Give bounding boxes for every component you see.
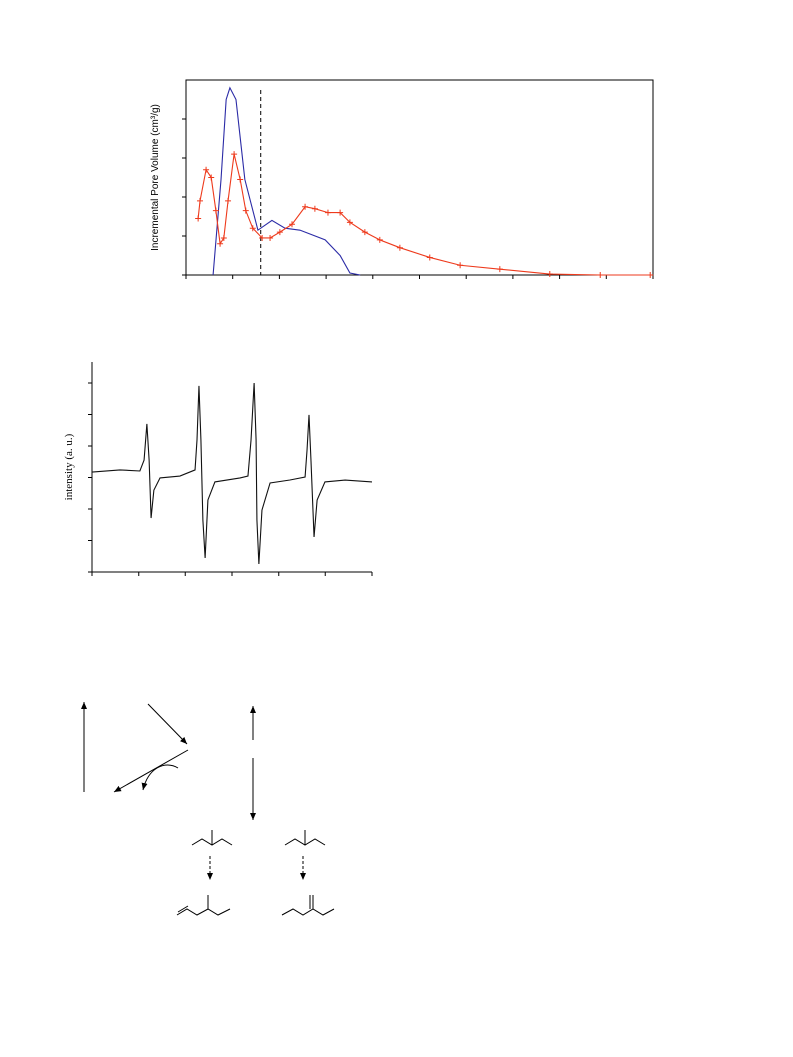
point-marker	[457, 262, 464, 269]
chart: intensity (a. u.)	[63, 362, 373, 576]
point-marker	[311, 205, 318, 212]
point-marker	[302, 203, 309, 210]
series-line	[91, 382, 373, 565]
point-marker	[346, 219, 353, 226]
y-axis-label: Incremental Pore Volume (cm³/g)	[150, 104, 161, 251]
point-marker	[396, 244, 403, 251]
point-marker	[597, 272, 604, 278]
point-marker	[376, 236, 383, 243]
point-marker	[217, 240, 224, 247]
reaction-diagram	[81, 702, 335, 916]
point-marker	[289, 221, 296, 228]
point-marker	[197, 197, 204, 204]
point-marker	[203, 166, 210, 173]
point-marker	[220, 234, 227, 241]
point-marker	[249, 225, 256, 232]
point-marker	[276, 229, 283, 236]
point-marker	[426, 254, 433, 261]
point-marker	[267, 234, 274, 241]
series-line	[197, 153, 651, 276]
point-marker	[546, 271, 553, 278]
point-marker	[208, 174, 215, 181]
chart: Incremental Pore Volume (cm³/g)	[150, 79, 654, 279]
y-axis-label: intensity (a. u.)	[63, 433, 75, 500]
plot-frame	[185, 79, 654, 276]
point-marker	[647, 272, 654, 278]
point-marker	[231, 151, 238, 158]
point-marker	[195, 215, 202, 222]
point-marker	[496, 266, 503, 273]
point-marker	[242, 207, 249, 214]
point-marker	[324, 209, 331, 216]
series-line	[212, 86, 361, 276]
point-marker	[361, 229, 368, 236]
point-marker	[337, 209, 344, 216]
point-marker	[212, 207, 219, 214]
point-marker	[259, 234, 266, 241]
point-marker	[225, 197, 232, 204]
point-marker	[237, 176, 244, 183]
